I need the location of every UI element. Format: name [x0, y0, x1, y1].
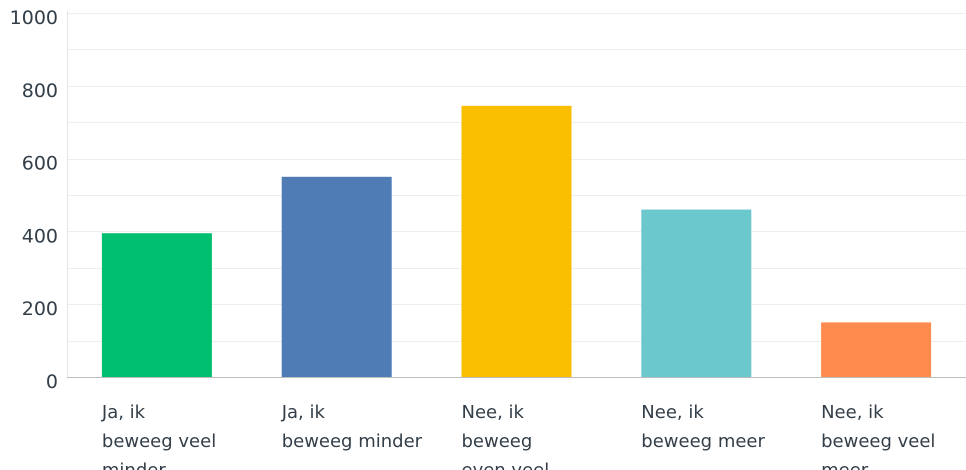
bar: [641, 209, 752, 377]
category-label: Nee, ik beweeg meer: [641, 402, 765, 452]
y-tick-label: 0: [46, 371, 58, 393]
bar: [821, 322, 932, 377]
bar: [281, 176, 392, 377]
y-tick-label: 200: [22, 298, 58, 320]
category-label: Nee, ikbeweegeven veel: [462, 402, 550, 470]
y-tick-label: 1000: [10, 7, 58, 29]
y-tick-label: 600: [22, 153, 58, 175]
category-label: Ja, ik beweeg minder: [281, 402, 423, 452]
bar: [461, 105, 572, 377]
y-tick-label: 800: [22, 80, 58, 102]
y-tick-label: 400: [22, 225, 58, 247]
bar: [101, 233, 212, 377]
